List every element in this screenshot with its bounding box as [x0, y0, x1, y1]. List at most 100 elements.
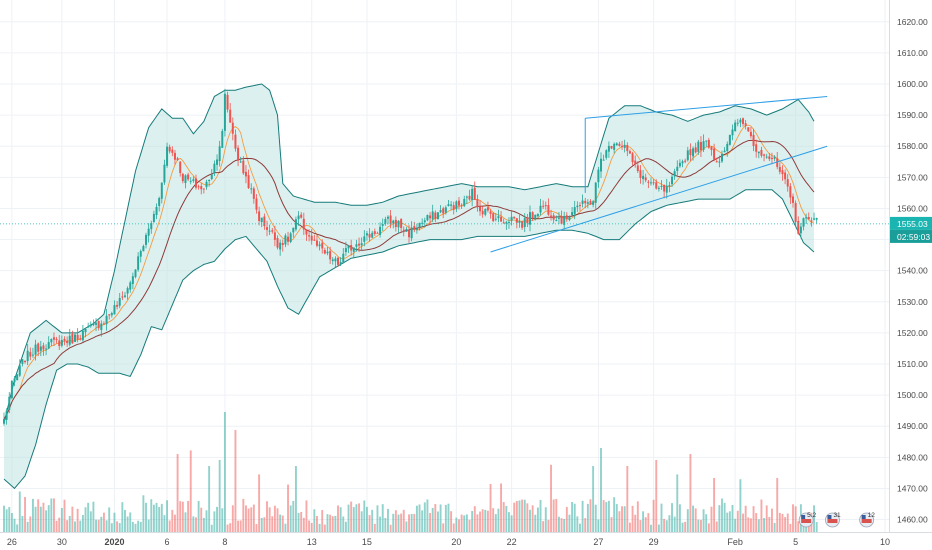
candle-body [723, 150, 726, 153]
candle-body [592, 201, 595, 205]
candle-body [447, 204, 450, 207]
volume-bar [757, 519, 760, 532]
candle-body [166, 146, 169, 166]
volume-bar [234, 430, 237, 532]
volume-bar [726, 512, 729, 532]
candle-body [731, 129, 734, 136]
volume-bar [510, 515, 513, 532]
volume-bar [221, 508, 224, 532]
candle-body [244, 171, 247, 177]
candle-body [95, 322, 98, 325]
volume-bar [423, 502, 426, 532]
candle-body [452, 205, 455, 210]
candle-body [45, 348, 48, 350]
time-tick-label: 10 [880, 537, 890, 547]
volume-bar [84, 507, 87, 532]
volume-bar [302, 517, 305, 532]
volume-bar [337, 505, 339, 532]
volume-bar [718, 505, 721, 532]
volume-bar [597, 519, 600, 532]
candle-body [218, 146, 221, 161]
price-tick-label: 1560.00 [897, 203, 928, 213]
candle-body [426, 215, 429, 221]
candle-body [226, 94, 229, 110]
volume-bar [815, 521, 818, 532]
candle-body [389, 215, 392, 225]
volume-bar [447, 503, 450, 532]
candle-body [176, 158, 179, 161]
volume-bar [686, 509, 689, 532]
candle-body [76, 334, 79, 340]
candle-body [92, 323, 95, 326]
candle-body [137, 256, 140, 270]
candle-body [786, 179, 789, 187]
volume-bar [116, 521, 119, 532]
candle-body [210, 174, 213, 180]
volume-bar [492, 508, 495, 532]
candle-body [237, 147, 240, 161]
volume-bar [631, 505, 634, 532]
volume-bar [145, 502, 147, 532]
volume-bar [394, 510, 397, 532]
candle-body [668, 185, 671, 187]
candle-body [258, 211, 261, 222]
volume-bar [34, 506, 37, 532]
volume-bar [387, 508, 389, 532]
candle-body [657, 187, 660, 189]
candle-body [231, 122, 234, 134]
last-price-tag [890, 216, 932, 230]
volume-bar [95, 519, 97, 532]
time-tick-label: 5 [793, 537, 798, 547]
candle-body [287, 236, 290, 242]
candle-body [142, 245, 145, 252]
candle-body [476, 199, 479, 208]
candle-body [266, 227, 268, 230]
candle-body [24, 360, 27, 363]
grid-lines [0, 0, 889, 532]
candle-body [108, 314, 111, 316]
volume-bar [681, 522, 684, 532]
volume-bar [486, 510, 489, 532]
volume-bar [768, 516, 771, 532]
candle-body [515, 218, 518, 223]
volume-bar [531, 505, 534, 532]
candle-body [384, 219, 387, 224]
candle-body [671, 176, 674, 185]
candle-body [781, 170, 784, 175]
volume-bar [671, 503, 673, 532]
volume-bar [442, 523, 445, 532]
candle-body [429, 215, 432, 219]
volume-bar [155, 502, 158, 532]
volume-bar [171, 509, 174, 532]
candle-body [339, 261, 342, 265]
candle-body [192, 179, 195, 181]
volume-bar [168, 520, 171, 532]
price-tick-label: 1580.00 [897, 141, 928, 151]
volume-bar [192, 516, 195, 532]
candle-body [665, 185, 668, 193]
candles [3, 88, 818, 426]
candle-body [797, 220, 800, 234]
candle-body [194, 178, 197, 188]
volume-bar [655, 460, 658, 532]
volume-bar [534, 514, 537, 532]
volume-bar [174, 514, 176, 532]
volume-bar [555, 498, 558, 532]
volume-bar [305, 500, 308, 532]
candle-body [213, 163, 216, 173]
volume-bar [663, 518, 666, 532]
volume-bar [124, 509, 126, 532]
candle-body [205, 181, 208, 188]
candle-body [123, 295, 126, 297]
candle-body [618, 143, 621, 146]
volume-bar [707, 523, 710, 532]
candle-body [26, 350, 29, 362]
volume-bar [268, 507, 271, 532]
candle-body [52, 337, 55, 340]
volume-bar [673, 516, 676, 532]
candle-body [644, 177, 647, 181]
candle-body [147, 228, 150, 236]
candle-body [10, 380, 13, 399]
